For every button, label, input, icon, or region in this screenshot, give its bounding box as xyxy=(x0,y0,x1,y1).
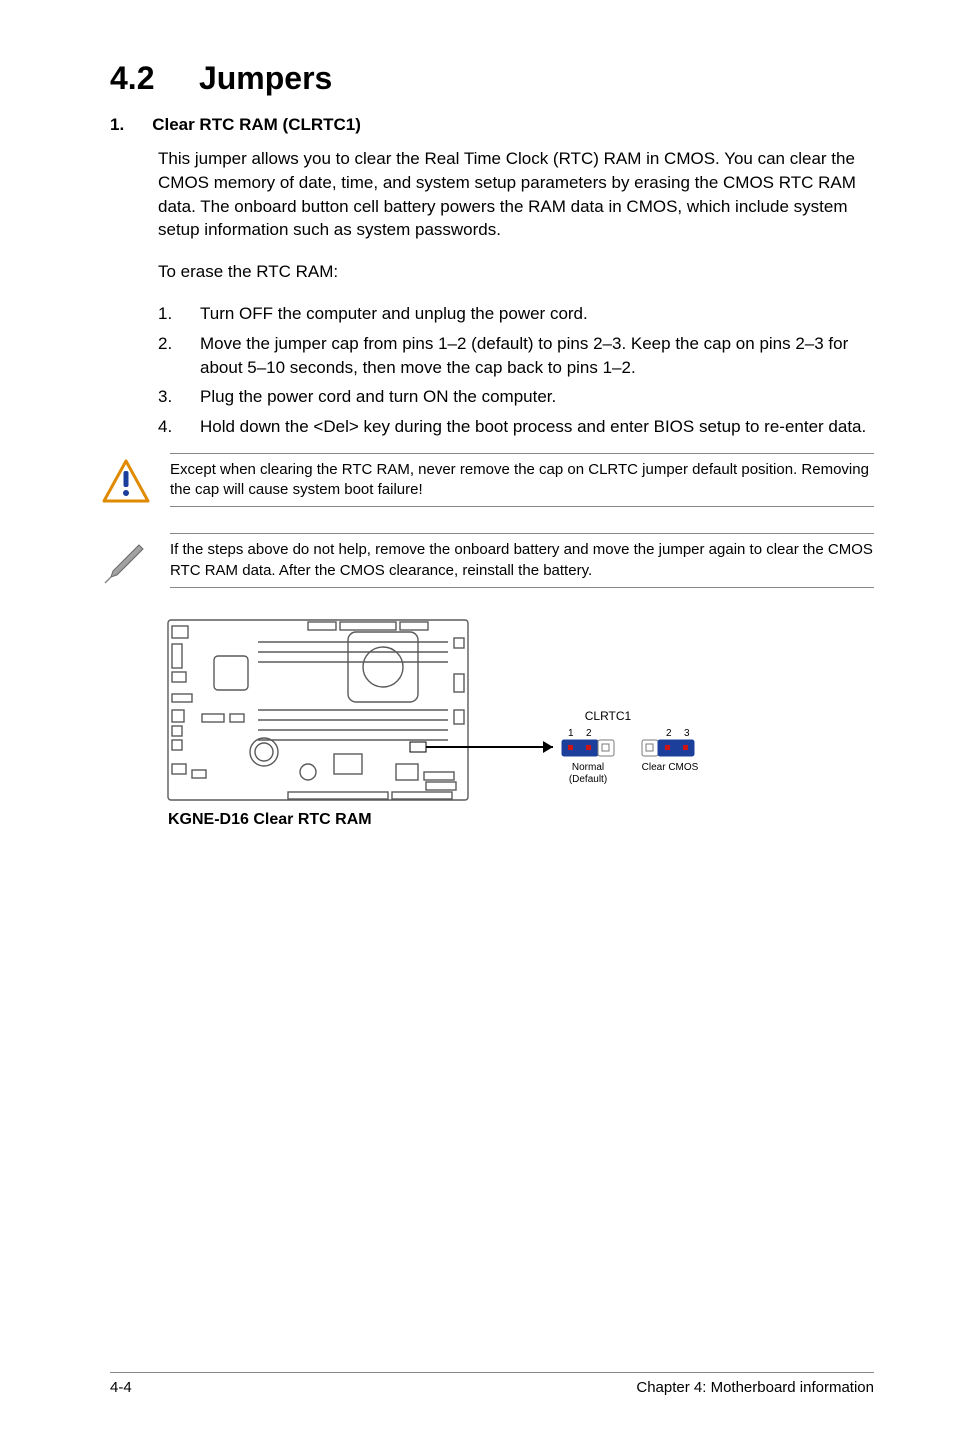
step-number: 3. xyxy=(158,385,178,409)
step-text: Plug the power cord and turn ON the comp… xyxy=(200,385,556,409)
paragraph-1: This jumper allows you to clear the Real… xyxy=(158,147,874,242)
page-number: 4-4 xyxy=(110,1379,132,1396)
step-text: Hold down the <Del> key during the boot … xyxy=(200,415,866,439)
section-name: Jumpers xyxy=(199,60,332,96)
state-a-line2: (Default) xyxy=(569,774,607,785)
divider xyxy=(170,506,874,507)
item-number: 1. xyxy=(110,115,124,135)
section-number: 4.2 xyxy=(110,60,154,96)
section-title: 4.2 Jumpers xyxy=(110,60,874,97)
divider xyxy=(170,533,874,534)
step-text: Move the jumper cap from pins 1–2 (defau… xyxy=(200,332,874,380)
list-item: 3. Plug the power cord and turn ON the c… xyxy=(158,385,874,409)
svg-text:2: 2 xyxy=(666,728,672,739)
svg-text:3: 3 xyxy=(684,728,690,739)
warning-note: Except when clearing the RTC RAM, never … xyxy=(100,453,874,514)
divider xyxy=(170,587,874,588)
page-footer: 4-4 Chapter 4: Motherboard information xyxy=(110,1372,874,1396)
chapter-label: Chapter 4: Motherboard information xyxy=(636,1379,874,1396)
paragraph-2: To erase the RTC RAM: xyxy=(158,260,874,284)
step-list: 1. Turn OFF the computer and unplug the … xyxy=(158,302,874,439)
warning-icon xyxy=(100,453,152,503)
divider xyxy=(170,453,874,454)
pencil-icon xyxy=(100,533,152,585)
step-number: 2. xyxy=(158,332,178,380)
step-text: Turn OFF the computer and unplug the pow… xyxy=(200,302,588,326)
list-item: 4. Hold down the <Del> key during the bo… xyxy=(158,415,874,439)
step-number: 1. xyxy=(158,302,178,326)
diagram-caption: KGNE-D16 Clear RTC RAM xyxy=(168,811,372,828)
svg-text:1: 1 xyxy=(568,728,574,739)
warning-text: Except when clearing the RTC RAM, never … xyxy=(170,460,874,501)
state-b: Clear CMOS xyxy=(642,762,699,773)
step-number: 4. xyxy=(158,415,178,439)
info-text: If the steps above do not help, remove t… xyxy=(170,540,874,581)
state-a-line1: Normal xyxy=(572,762,604,773)
divider xyxy=(110,1372,874,1373)
jumper-diagram: CLRTC1 1 2 Normal (Default) 2 3 Clear CM… xyxy=(158,614,874,849)
info-note: If the steps above do not help, remove t… xyxy=(100,533,874,594)
list-item: 2. Move the jumper cap from pins 1–2 (de… xyxy=(158,332,874,380)
list-item: 1. Turn OFF the computer and unplug the … xyxy=(158,302,874,326)
svg-text:2: 2 xyxy=(586,728,592,739)
jumper-label: CLRTC1 xyxy=(585,709,632,723)
item-title: Clear RTC RAM (CLRTC1) xyxy=(152,115,361,135)
item-heading: 1. Clear RTC RAM (CLRTC1) xyxy=(110,115,874,135)
